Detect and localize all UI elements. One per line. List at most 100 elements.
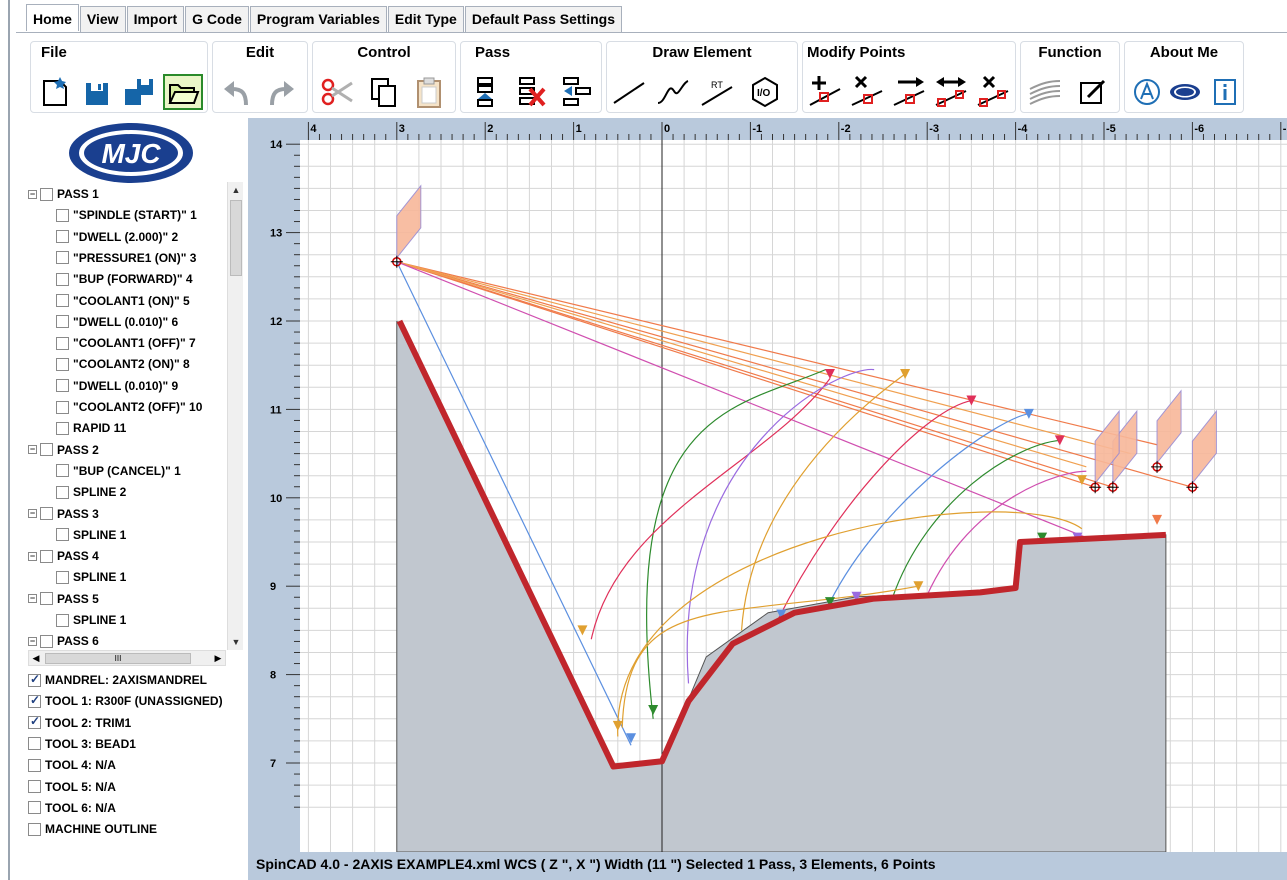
tool-list-item[interactable]: MANDREL: 2AXISMANDREL [28, 670, 207, 690]
draw-line-button[interactable] [611, 74, 647, 110]
tree-checkbox[interactable] [40, 187, 53, 201]
tool-checkbox[interactable] [28, 672, 41, 687]
draw-spline-button[interactable] [655, 74, 691, 110]
cut-button[interactable] [319, 74, 355, 110]
tree-child-item[interactable]: "COOLANT2 (OFF)" 10 [56, 397, 202, 417]
tree-child-item[interactable]: "PRESSURE1 (ON)" 3 [56, 248, 196, 268]
tree-child-item[interactable]: "DWELL (0.010)" 9 [56, 376, 178, 396]
tree-pass-item[interactable]: − PASS 1 [28, 184, 99, 204]
tree-checkbox[interactable] [56, 230, 69, 244]
tree-checkbox[interactable] [56, 251, 69, 265]
tree-pass-item[interactable]: − PASS 5 [28, 589, 99, 609]
tree-checkbox[interactable] [56, 528, 69, 542]
tool-list-item[interactable]: TOOL 6: N/A [28, 798, 116, 818]
collapse-icon[interactable]: − [28, 188, 37, 199]
scroll-up-arrow-icon[interactable]: ▲ [231, 185, 241, 195]
tool-checkbox[interactable] [28, 801, 41, 815]
tree-checkbox[interactable] [56, 485, 69, 499]
paste-button[interactable] [411, 74, 447, 110]
collapse-icon[interactable]: − [28, 635, 37, 646]
delete-point-button[interactable] [849, 74, 885, 110]
tab-view[interactable]: View [79, 6, 126, 32]
tab-default-pass-settings[interactable]: Default Pass Settings [464, 6, 622, 32]
tool-checkbox[interactable] [28, 780, 41, 793]
tree-child-item[interactable]: "COOLANT1 (ON)" 5 [56, 291, 190, 311]
tree-vertical-scrollbar[interactable]: ▲ ▼ [227, 182, 243, 650]
tree-checkbox[interactable] [56, 570, 69, 584]
tree-child-item[interactable]: "BUP (FORWARD)" 4 [56, 269, 193, 289]
tree-checkbox[interactable] [56, 613, 69, 627]
tree-checkbox[interactable] [56, 464, 69, 478]
tool-list-item[interactable]: TOOL 2: TRIM1 [28, 713, 131, 733]
move-point-button[interactable] [891, 74, 927, 110]
tree-checkbox[interactable] [56, 379, 69, 393]
tree-child-item[interactable]: "DWELL (2.000)" 2 [56, 227, 178, 247]
tree-child-item[interactable]: "SPINDLE (START)" 1 [56, 205, 197, 225]
add-pass-button[interactable] [467, 74, 503, 110]
tab-program-variables[interactable]: Program Variables [249, 6, 387, 32]
scroll-thumb[interactable] [230, 200, 242, 276]
save-button[interactable] [79, 74, 115, 110]
tool-list-item[interactable]: TOOL 1: R300F (UNASSIGNED) [28, 691, 223, 711]
tree-pass-item[interactable]: − PASS 3 [28, 504, 99, 524]
draw-io-button[interactable]: I/O [747, 74, 783, 110]
tree-checkbox[interactable] [56, 357, 69, 371]
about-button[interactable] [1129, 74, 1165, 110]
tree-checkbox[interactable] [56, 400, 69, 414]
info-button[interactable] [1207, 74, 1243, 110]
tree-child-item[interactable]: SPLINE 1 [56, 525, 126, 545]
scroll-left-arrow-icon[interactable]: ◀ [32, 653, 40, 663]
tab-g-code[interactable]: G Code [185, 6, 249, 32]
tree-child-item[interactable]: SPLINE 1 [56, 610, 126, 630]
tool-checkbox[interactable] [28, 822, 41, 836]
tab-import[interactable]: Import [126, 6, 185, 32]
tree-checkbox[interactable] [56, 421, 69, 435]
scroll-right-arrow-icon[interactable]: ▶ [214, 653, 222, 663]
move-two-points-button[interactable] [933, 74, 969, 110]
tab-edit-type[interactable]: Edit Type [387, 6, 464, 32]
tree-child-item[interactable]: SPLINE 2 [56, 482, 126, 502]
tree-checkbox[interactable] [40, 634, 53, 648]
tree-checkbox[interactable] [40, 507, 53, 520]
mjc-website-button[interactable] [1167, 74, 1203, 110]
tool-list-item[interactable]: TOOL 4: N/A [28, 755, 116, 775]
tool-checkbox[interactable] [28, 693, 41, 708]
tree-checkbox[interactable] [56, 294, 69, 307]
undo-button[interactable] [219, 74, 255, 110]
tree-pass-item[interactable]: − PASS 2 [28, 440, 99, 460]
new-file-button[interactable] [37, 74, 73, 110]
tree-child-item[interactable]: "COOLANT2 (ON)" 8 [56, 354, 190, 374]
tree-checkbox[interactable] [40, 443, 53, 457]
tree-checkbox[interactable] [56, 208, 69, 222]
tree-checkbox[interactable] [40, 549, 53, 563]
tree-child-item[interactable]: SPLINE 1 [56, 567, 126, 587]
add-point-button[interactable] [807, 74, 843, 110]
tree-child-item[interactable]: "DWELL (0.010)" 6 [56, 312, 178, 332]
tool-checkbox[interactable] [28, 758, 41, 772]
tree-pass-item[interactable]: − PASS 4 [28, 546, 99, 566]
collapse-icon[interactable]: − [28, 508, 37, 518]
edit-function-button[interactable] [1075, 74, 1111, 110]
tree-child-item[interactable]: "BUP (CANCEL)" 1 [56, 461, 181, 481]
redo-button[interactable] [263, 74, 299, 110]
offset-function-button[interactable] [1027, 74, 1063, 110]
tree-horizontal-scrollbar[interactable]: ◀ III ▶ [28, 650, 226, 666]
collapse-icon[interactable]: − [28, 550, 37, 561]
tool-list-item[interactable]: MACHINE OUTLINE [28, 819, 157, 839]
tree-child-item[interactable]: RAPID 11 [56, 418, 126, 438]
tree-checkbox[interactable] [56, 336, 69, 350]
tool-list-item[interactable]: TOOL 5: N/A [28, 777, 116, 797]
tool-checkbox[interactable] [28, 714, 41, 730]
scroll-down-arrow-icon[interactable]: ▼ [231, 637, 241, 647]
open-folder-button[interactable] [163, 74, 203, 110]
tool-list-item[interactable]: TOOL 3: BEAD1 [28, 734, 136, 754]
tab-home[interactable]: Home [26, 4, 79, 31]
collapse-icon[interactable]: − [28, 593, 37, 604]
tree-checkbox[interactable] [40, 592, 53, 606]
tree-checkbox[interactable] [56, 315, 69, 329]
hscroll-thumb[interactable]: III [45, 653, 191, 664]
delete-two-points-button[interactable] [975, 74, 1011, 110]
save-as-button[interactable] [121, 74, 157, 110]
tree-checkbox[interactable] [56, 272, 69, 286]
